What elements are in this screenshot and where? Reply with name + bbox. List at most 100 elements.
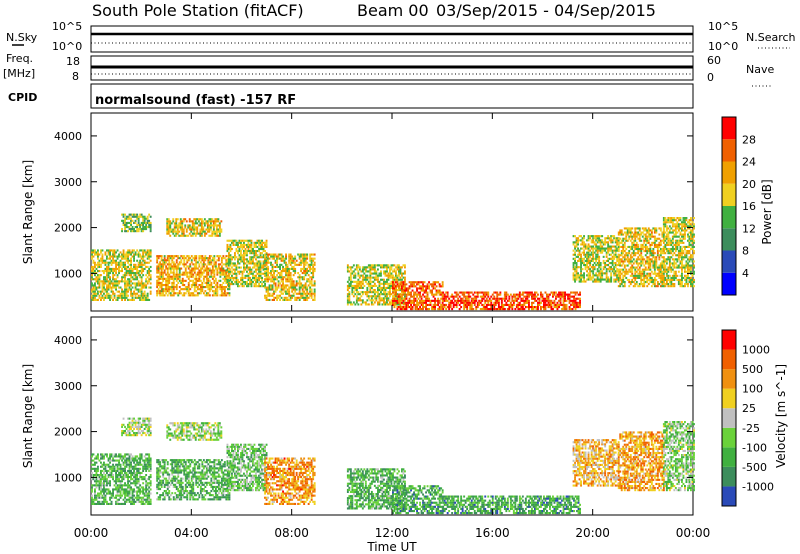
power-cell <box>169 269 172 272</box>
power-cell <box>402 283 405 286</box>
power-cell <box>166 267 169 270</box>
power-cell <box>226 278 229 281</box>
power-cell <box>390 274 393 277</box>
power-cell <box>378 280 381 283</box>
power-cell <box>392 299 394 302</box>
power-cell <box>378 282 381 285</box>
power-cell <box>575 274 578 277</box>
power-cell <box>301 276 304 279</box>
power-cell <box>184 218 187 221</box>
power-cell <box>395 278 397 281</box>
power-cell <box>277 282 280 285</box>
power-cell <box>538 301 541 304</box>
power-cell <box>605 276 608 279</box>
power-cell <box>104 290 107 293</box>
power-cell <box>499 297 502 300</box>
power-cell <box>157 255 160 258</box>
power-cell <box>644 248 647 251</box>
power-cell <box>414 281 417 284</box>
power-cell <box>661 276 664 279</box>
power-cell <box>261 256 263 259</box>
power-cell <box>265 253 268 256</box>
power-cell <box>632 239 635 242</box>
power-cell <box>124 296 126 299</box>
power-cell <box>188 228 191 231</box>
power-cell <box>485 303 488 306</box>
power-cell <box>580 257 582 260</box>
power-cell <box>265 280 268 283</box>
power-cell <box>658 243 661 246</box>
power-cell <box>572 266 575 269</box>
power-cell <box>146 261 149 264</box>
power-cell <box>125 265 128 268</box>
power-cell <box>148 249 151 252</box>
power-cell <box>160 286 163 289</box>
power-cell <box>411 301 414 304</box>
power-cell <box>240 276 242 279</box>
power-cell <box>103 288 105 291</box>
power-cell <box>294 272 297 275</box>
power-cell <box>377 291 379 294</box>
power-cell <box>270 272 272 275</box>
power-cell <box>156 271 159 274</box>
power-cell <box>100 265 102 268</box>
power-cell <box>369 295 372 298</box>
power-cell <box>256 260 259 263</box>
power-cell <box>148 226 151 229</box>
power-cell <box>616 241 619 244</box>
power-cell <box>214 230 217 233</box>
power-cell <box>207 273 210 276</box>
power-cell <box>511 306 514 309</box>
power-cell <box>656 285 659 288</box>
power-cell <box>216 284 219 287</box>
power-cell <box>587 278 590 281</box>
power-cell <box>130 263 132 266</box>
power-cell <box>497 297 500 300</box>
power-cell <box>259 285 262 288</box>
power-cell <box>472 299 475 302</box>
power-cell <box>351 291 354 294</box>
power-cell <box>386 268 388 271</box>
power-cell <box>304 272 307 275</box>
power-cell <box>208 226 211 229</box>
power-cell <box>143 296 146 299</box>
power-cell <box>647 231 650 234</box>
power-cell <box>602 247 605 250</box>
power-cell <box>125 226 128 229</box>
power-cell <box>592 259 595 262</box>
power-cell <box>386 282 388 285</box>
power-cell <box>567 297 569 300</box>
power-cell <box>549 299 551 302</box>
power-cell <box>214 284 217 287</box>
power-cell <box>201 271 204 274</box>
power-cell <box>387 272 390 275</box>
power-cell <box>647 229 650 232</box>
power-cell <box>544 306 547 309</box>
power-cell <box>494 301 497 304</box>
power-cell <box>255 285 257 288</box>
power-cell <box>169 257 172 260</box>
power-cell <box>380 282 382 285</box>
power-cell <box>659 268 662 271</box>
power-cell <box>578 280 581 283</box>
power-cell <box>570 291 572 294</box>
power-cell <box>133 272 135 275</box>
power-cell <box>139 265 142 268</box>
power-cell <box>384 301 387 304</box>
power-cell <box>195 279 198 282</box>
power-cell <box>558 299 560 302</box>
power-cell <box>216 286 219 289</box>
power-cell <box>273 255 275 258</box>
power-cell <box>610 237 613 240</box>
power-cell <box>262 241 265 244</box>
power-cell <box>274 296 277 299</box>
power-cell <box>312 298 315 301</box>
power-cell <box>118 272 120 275</box>
power-cell <box>223 275 226 278</box>
power-cell <box>229 268 232 271</box>
power-cell <box>94 292 96 295</box>
power-cell <box>252 256 254 259</box>
power-cell <box>267 286 269 289</box>
power-cell <box>286 267 289 270</box>
power-cell <box>137 263 140 266</box>
